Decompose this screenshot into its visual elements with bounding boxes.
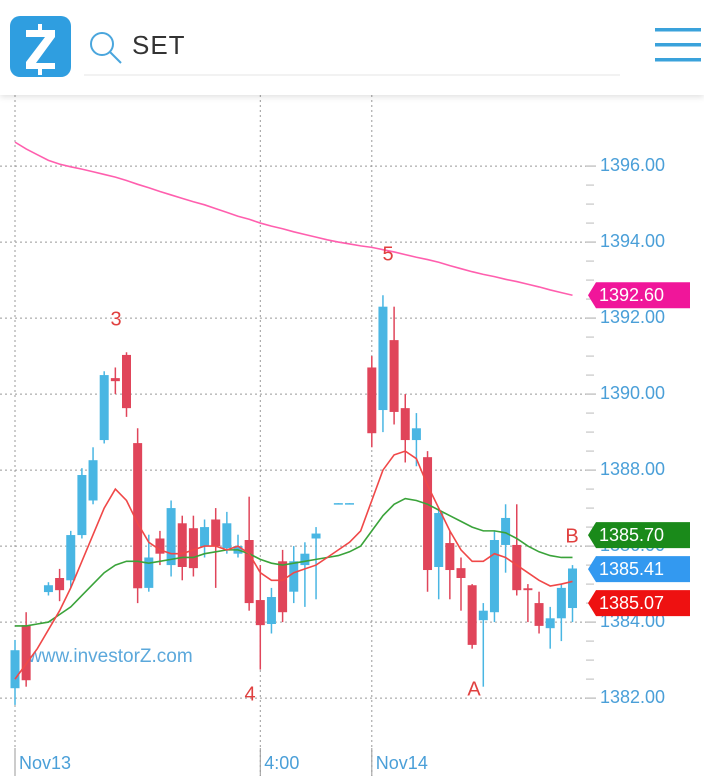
candle-body [423,457,433,571]
candle-body [122,354,131,409]
candle-body [211,519,221,547]
price-tag-label: 1385.41 [599,559,664,579]
candle-body [345,503,354,505]
candle-body [66,535,76,581]
candle-body [88,460,98,501]
candle-body [568,568,577,609]
menu-bar [655,28,701,32]
y-tick-label: 1390.00 [600,383,665,403]
wave-label: B [565,525,578,547]
y-tick-label: 1388.00 [600,459,665,479]
wave-label: 3 [110,308,121,330]
candle-body [512,544,522,591]
candle-body [400,408,410,441]
search-icon [109,51,122,64]
y-tick-label: 1382.00 [600,687,665,707]
ma-line [14,141,573,297]
wave-label: 4 [244,683,255,705]
candle-body [434,513,444,567]
candle-body [411,428,421,441]
price-tag-label: 1385.70 [599,525,664,545]
candle-body [389,340,399,412]
price-tag [588,556,690,583]
candle-body [133,443,143,589]
y-tick-label: 1392.00 [600,307,665,327]
y-tick-label: 1396.00 [600,155,665,175]
ma-line [15,497,573,627]
candle-body [501,517,511,545]
candle-body [255,600,265,626]
menu-bar [655,58,701,62]
candle-body [144,557,154,588]
menu-button[interactable] [655,28,701,62]
candle-body [155,538,165,554]
price-tag [588,522,690,549]
wave-label: A [467,678,481,700]
candle-body [222,523,232,548]
candle-body [43,585,53,593]
price-tag-label: 1385.07 [599,593,664,613]
candle-body [534,603,544,626]
candle-body [300,553,310,566]
header: SET [0,0,704,95]
candle-body [378,306,388,411]
candle-body [467,585,477,645]
candle-body [456,568,466,579]
menu-bar [655,43,701,47]
x-tick-label: Nov13 [19,753,71,773]
candle-body [99,375,109,441]
candle-body [523,588,533,591]
candle-body [278,561,288,613]
candle-body [311,533,321,539]
x-tick-label: 4:00 [264,753,299,773]
price-tag-label: 1392.60 [599,285,664,305]
x-tick-label: Nov14 [376,753,428,773]
candle-body [110,378,120,382]
candle-body [489,540,499,613]
candle-body [21,625,31,681]
candle-body [244,540,254,604]
candle-body [445,543,455,571]
y-tick-label: 1394.00 [600,231,665,251]
candle-body [200,527,210,547]
wave-label: 5 [382,243,393,265]
candle-body [333,503,343,505]
candle-body [478,610,488,621]
candle-body [188,528,198,569]
candle-body [77,475,87,536]
candle-body [166,508,176,566]
candle-body [177,523,187,567]
candle-body [367,367,377,434]
price-tag [588,282,690,309]
candle-body [55,578,65,591]
candle-body [556,587,566,619]
header-icons [10,16,701,77]
search-icon[interactable] [90,32,114,56]
candle-body [289,561,299,592]
price-tag [588,590,690,617]
search-input[interactable]: SET [132,30,186,60]
logo-mark [26,30,55,69]
candle-body [10,650,20,689]
candle-body [266,597,276,624]
watermark: www.investorZ.com [27,646,193,667]
candle-body [545,618,555,629]
ma-line [14,450,573,680]
